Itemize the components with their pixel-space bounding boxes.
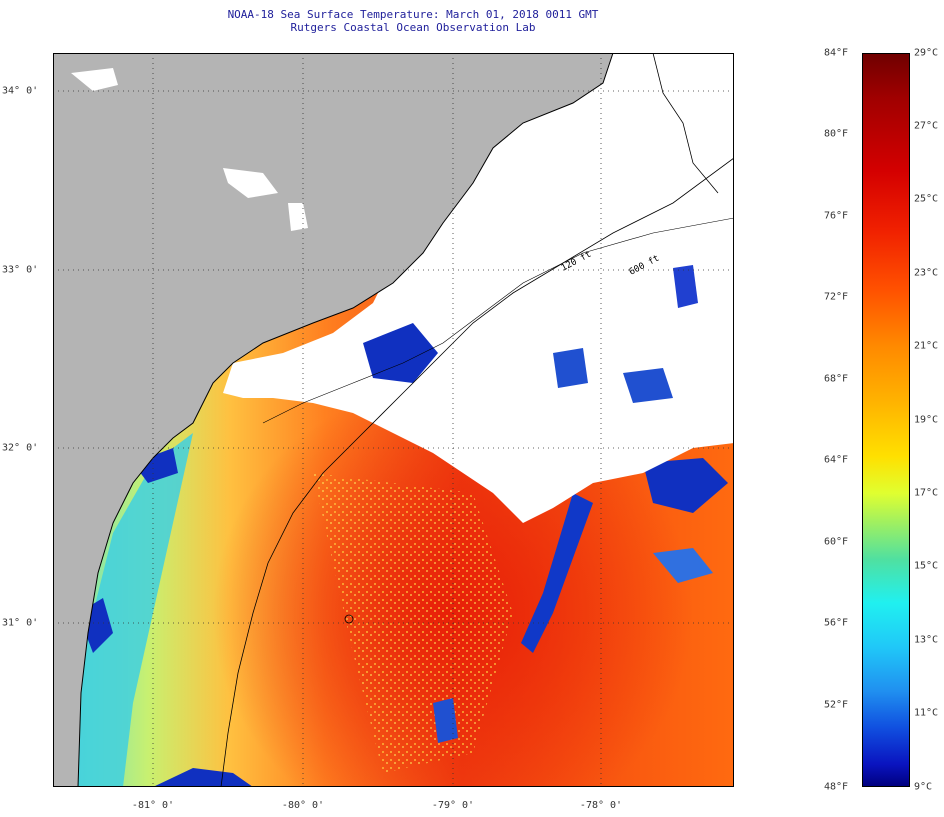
colorbar-f-label: 84°F [824,47,849,59]
lon-label: -78° 0' [579,800,623,811]
cold-eddy [643,458,728,513]
lat-label: 32° 0' [2,442,39,454]
cloud-patch [71,68,118,91]
cold-spot [363,323,438,383]
lat-label: 34° 0' [2,85,39,97]
coastal-cool-water [78,433,193,787]
lon-label: -80° 0' [281,800,325,811]
colorbar-f-label: 68°F [824,373,849,385]
map-frame [53,53,734,787]
cold-filament [521,493,593,653]
lon-label: -81° 0' [131,800,175,811]
sst-map: 120 ft 600 ft [53,53,734,787]
map-title: NOAA-18 Sea Surface Temperature: March 0… [227,8,599,21]
coastline [652,53,719,194]
colorbar-f-label: 76°F [824,210,849,222]
cloud-patch [223,168,278,198]
colorbar-c-label: 9°C [914,781,933,793]
cold-patch [153,768,253,787]
colorbar-c-label: 17°C [914,487,939,499]
temperature-colorbar [862,53,910,787]
graticule [53,53,734,787]
colorbar-c-label: 27°C [914,120,939,132]
colorbar-f-label: 48°F [824,781,849,793]
cold-spot [553,348,588,388]
colorbar-c-label: 13°C [914,634,939,646]
isobath-120ft [262,217,734,424]
colorbar-f-label: 52°F [824,699,849,711]
lon-label: -79° 0' [431,800,475,811]
sst-map-svg: 120 ft 600 ft [53,53,734,787]
cold-spot [623,368,673,403]
cloud-cover [223,53,734,523]
coastline [77,53,614,787]
colorbar-c-label: 19°C [914,414,939,426]
cold-patch [133,448,178,483]
colorbar-c-label: 29°C [914,47,939,59]
colorbar-c-label: 23°C [914,267,939,279]
colorbar-f-label: 80°F [824,128,849,140]
map-subtitle: Rutgers Coastal Ocean Observation Lab [290,21,536,34]
colorbar-c-label: 21°C [914,340,939,352]
isobath-600ft [220,157,734,787]
colorbar-c-label: 11°C [914,707,939,719]
land-mass [53,53,613,787]
colorbar-c-label: 25°C [914,193,939,205]
colorbar-f-label: 60°F [824,536,849,548]
cool-eddy [653,548,713,583]
colorbar-f-label: 56°F [824,617,849,629]
colorbar-f-label: 64°F [824,454,849,466]
buoy-marker [344,614,354,624]
colorbar-c-label: 15°C [914,560,939,572]
lat-label: 31° 0' [2,617,39,629]
colorbar-f-label: 72°F [824,291,849,303]
cold-spot [433,698,458,743]
lat-label: 33° 0' [2,264,39,276]
cold-spot [673,265,698,308]
